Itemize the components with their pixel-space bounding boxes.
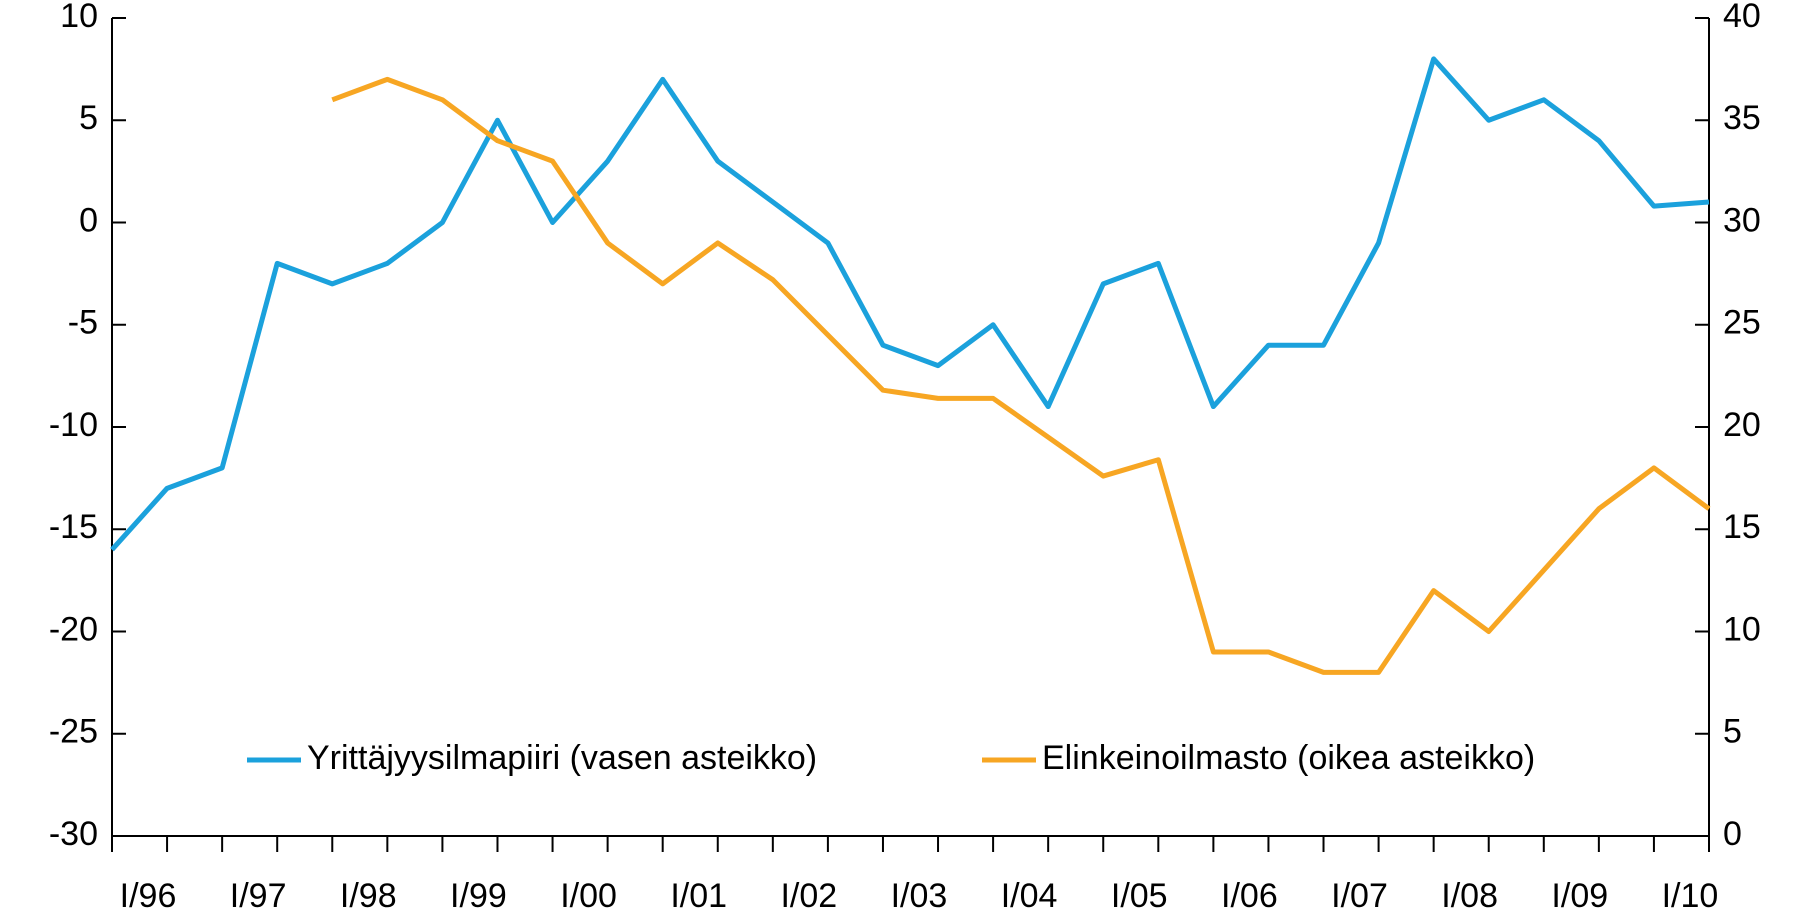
- y-tick-label: -20: [49, 610, 98, 648]
- y-tick-label: 0: [79, 201, 98, 239]
- y2-tick-label: 10: [1723, 610, 1761, 648]
- x-tick-label: I/09: [1551, 877, 1608, 915]
- y2-tick-label: 20: [1723, 406, 1761, 444]
- y2-tick-label: 30: [1723, 201, 1761, 239]
- x-tick-label: I/04: [1001, 877, 1058, 915]
- y-tick-label: 5: [79, 99, 98, 137]
- y-tick-label: -10: [49, 406, 98, 444]
- y-tick-label: -30: [49, 815, 98, 853]
- y2-tick-label: 25: [1723, 304, 1761, 342]
- x-tick-label: I/07: [1331, 877, 1388, 915]
- x-tick-label: I/03: [891, 877, 948, 915]
- legend-label: Yrittäjyysilmapiiri (vasen asteikko): [307, 739, 817, 777]
- y-tick-label: -15: [49, 508, 98, 546]
- x-tick-label: I/06: [1221, 877, 1278, 915]
- x-tick-label: I/97: [230, 877, 287, 915]
- series-line: [331, 76, 1711, 675]
- y-tick-label: 10: [60, 0, 98, 35]
- x-tick-label: I/96: [120, 877, 177, 915]
- x-tick-label: I/99: [450, 877, 507, 915]
- y2-tick-label: 5: [1723, 713, 1742, 751]
- x-tick-label: I/10: [1662, 877, 1719, 915]
- x-tick-label: I/02: [780, 877, 837, 915]
- x-tick-label: I/98: [340, 877, 397, 915]
- y2-tick-label: 15: [1723, 508, 1761, 546]
- series-line: [110, 56, 1710, 552]
- y-tick-label: -5: [68, 304, 98, 342]
- legend-label: Elinkeinoilmasto (oikea asteikko): [1042, 739, 1535, 777]
- y-tick-label: -25: [49, 713, 98, 751]
- y2-tick-label: 35: [1723, 99, 1761, 137]
- x-tick-label: I/05: [1111, 877, 1168, 915]
- y2-tick-label: 40: [1723, 0, 1761, 35]
- x-tick-label: I/01: [670, 877, 727, 915]
- x-tick-label: I/00: [560, 877, 617, 915]
- y2-tick-label: 0: [1723, 815, 1742, 853]
- x-tick-label: I/08: [1441, 877, 1498, 915]
